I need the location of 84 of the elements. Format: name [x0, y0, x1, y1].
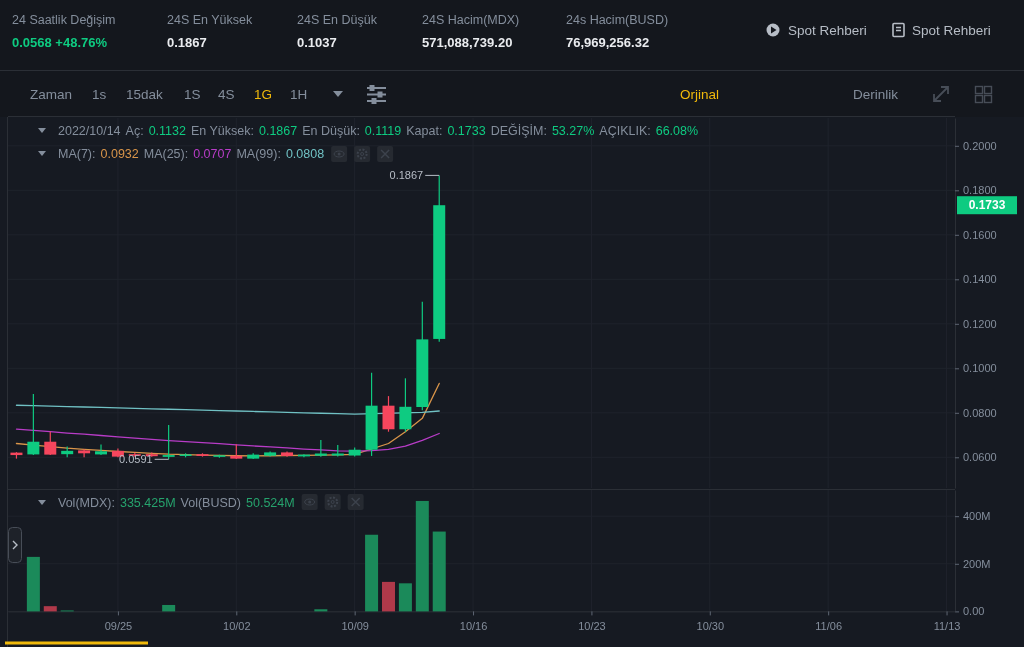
x-tick-label: 09/25	[104, 620, 133, 633]
annotation: 0.0808	[285, 147, 325, 161]
annotation: MA(99):	[236, 147, 281, 161]
line-series	[15, 382, 440, 457]
annotation: 0.1119	[364, 124, 402, 138]
annotation: 50.524M	[246, 496, 295, 510]
annotation: Aç:	[125, 124, 144, 138]
annotation: 2022/10/14	[58, 124, 121, 138]
bar	[314, 609, 328, 612]
y-tick-label: 0.0800	[963, 406, 997, 419]
text: 24S En Yüksek	[167, 13, 253, 27]
y-tick-label: 0.1200	[963, 317, 997, 330]
y-tick-label: 0.1800	[963, 184, 997, 197]
text: 0.0568 +48.76%	[12, 35, 108, 50]
y-tick-label: 0.1600	[963, 228, 997, 241]
annotation: 0.0932	[100, 147, 139, 161]
y-tick-label: 0.1400	[963, 273, 997, 286]
annotation: 0.1867	[389, 169, 424, 182]
candlestick	[399, 377, 412, 433]
x-tick-label: 10/30	[696, 620, 725, 633]
text: 1G	[254, 87, 273, 102]
annotation: En Yüksek:	[190, 124, 254, 138]
bar	[43, 606, 57, 612]
text: 1s	[92, 87, 107, 102]
candlestick	[382, 395, 395, 433]
text: 15dak	[126, 87, 164, 102]
y-tick-label: 0.2000	[963, 139, 997, 152]
y-tick-label: 0.0600	[963, 451, 997, 464]
x-tick-label: 11/13	[933, 620, 961, 633]
bar	[415, 500, 429, 612]
candlestick	[162, 424, 175, 460]
annotation: DEĞİŞİM:	[490, 123, 547, 138]
y-tick-label: 200M	[963, 557, 991, 570]
bar	[162, 604, 176, 612]
annotation: MA(7):	[58, 147, 96, 161]
annotation: 0.0591	[119, 453, 153, 466]
text: 24S En Düşük	[297, 13, 378, 27]
annotation: 66.08%	[655, 124, 699, 138]
text: 0.1867	[167, 35, 207, 50]
annotation: 53.27%	[551, 124, 595, 138]
text: 4S	[218, 87, 235, 102]
annotation: 335.425M	[119, 496, 176, 510]
text: Spot Rehberi	[788, 23, 867, 38]
line-series	[15, 428, 440, 452]
y-tick-label: 0.00	[963, 605, 985, 618]
annotation: 0.0707	[193, 147, 232, 161]
text: 76,969,256.32	[566, 35, 650, 50]
text: 571,088,739.20	[422, 35, 513, 50]
x-tick-label: 10/16	[459, 620, 488, 633]
text: 0.1037	[297, 35, 337, 50]
annotation: 0.1867	[258, 124, 298, 138]
annotation: 0.1132	[148, 124, 186, 138]
y-tick-label: 0.1000	[963, 362, 997, 375]
text: 0.1733	[968, 198, 1006, 213]
annotation: Kapat:	[406, 124, 443, 138]
candlestick	[27, 393, 40, 456]
x-tick-label: 11/06	[815, 620, 843, 633]
bar	[432, 531, 446, 612]
bar	[365, 534, 379, 612]
text: 1H	[290, 87, 308, 102]
candlestick	[78, 448, 91, 458]
text: 24S Hacim(MDX)	[422, 13, 520, 27]
bar	[398, 583, 412, 612]
x-tick-label: 10/23	[578, 620, 606, 633]
bar	[26, 556, 40, 612]
annotation: Vol(MDX):	[58, 496, 115, 510]
annotation: En Düşük:	[302, 124, 360, 138]
bar	[381, 581, 395, 612]
text: Zaman	[30, 87, 73, 102]
text: Spot Rehberi	[912, 23, 991, 38]
text: Derinlik	[853, 87, 899, 102]
line-series	[15, 404, 440, 415]
text: 24 Saatlik Değişim	[12, 13, 116, 27]
text: 24s Hacim(BUSD)	[566, 13, 669, 27]
text: 1S	[184, 87, 201, 102]
x-tick-label: 10/02	[223, 620, 251, 633]
candlestick	[95, 444, 108, 456]
annotation: AÇIKLIK:	[599, 124, 651, 138]
annotation: MA(25):	[143, 147, 189, 161]
annotation: 0.1733	[447, 124, 486, 138]
y-tick-label: 400M	[963, 510, 991, 523]
annotation: Vol(BUSD)	[180, 496, 241, 510]
x-tick-label: 10/09	[341, 620, 369, 633]
text: Orjinal	[680, 87, 720, 102]
